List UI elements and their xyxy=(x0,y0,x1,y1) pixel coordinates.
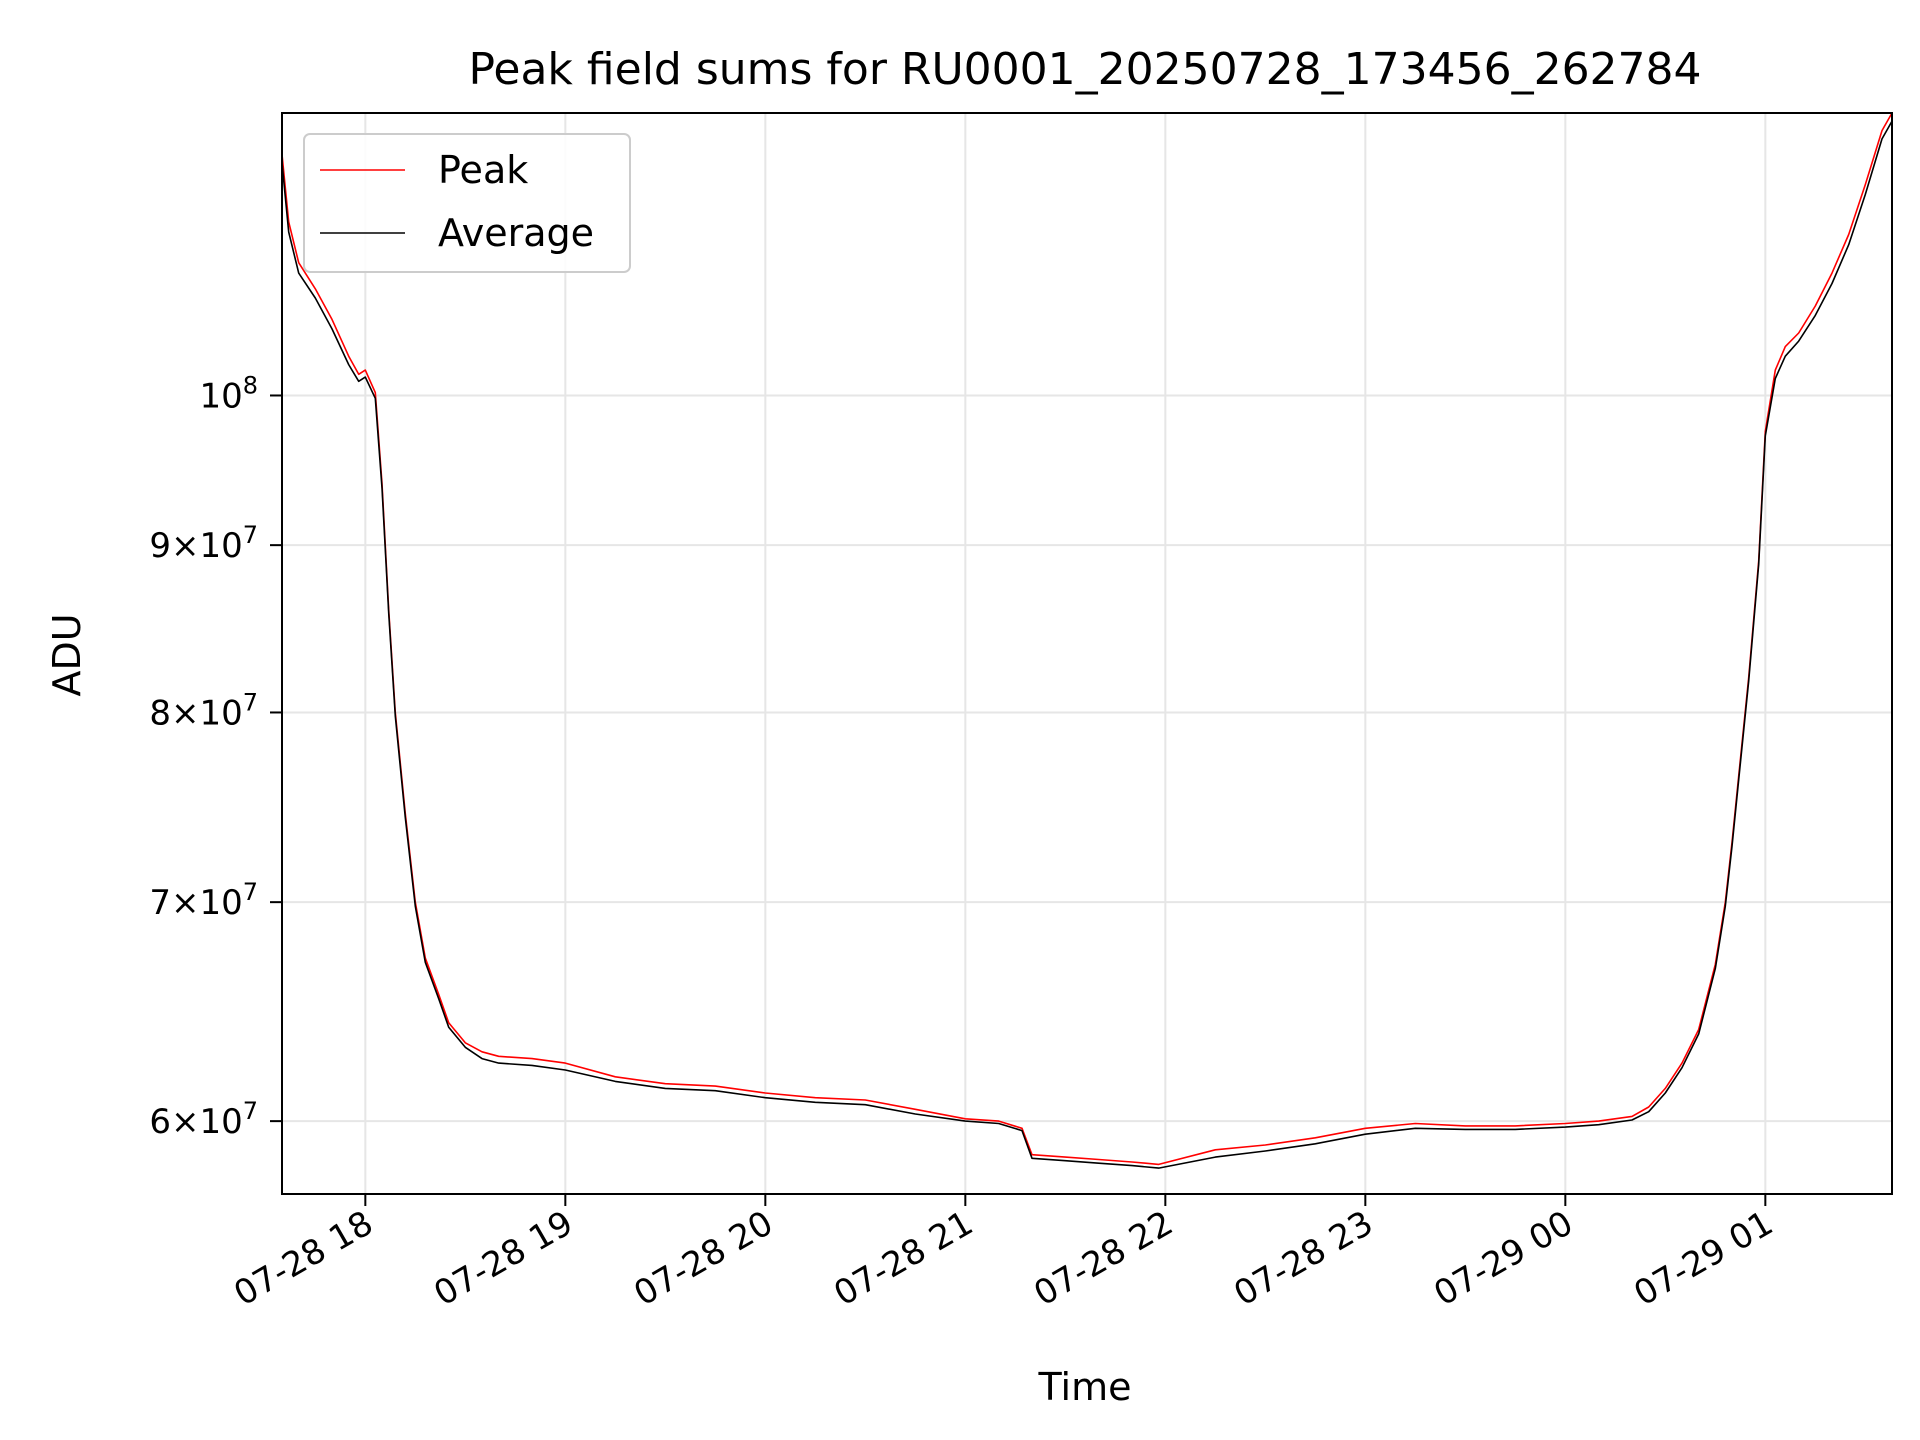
y-tick-label-0: 6×107 xyxy=(149,1097,258,1142)
y-tick-label-4: 108 xyxy=(199,371,258,416)
series-layer xyxy=(281,112,1893,1169)
x-axis-label: Time xyxy=(1038,1365,1132,1409)
series-line-average xyxy=(281,120,1893,1169)
chart-title: Peak field sums for RU0001_20250728_1734… xyxy=(468,44,1701,95)
plot-frame xyxy=(281,112,1893,1195)
legend-average-label: Average xyxy=(438,211,594,255)
legend-box xyxy=(303,133,631,273)
legend: Peak Average xyxy=(303,133,631,273)
y-tick-label-1: 7×107 xyxy=(149,878,258,923)
y-axis-label: ADU xyxy=(45,613,89,696)
legend-peak-label: Peak xyxy=(438,148,528,192)
grid-layer xyxy=(282,113,1892,1194)
y-tick-label-3: 9×107 xyxy=(149,521,258,566)
y-tick-label-2: 8×107 xyxy=(149,688,258,733)
